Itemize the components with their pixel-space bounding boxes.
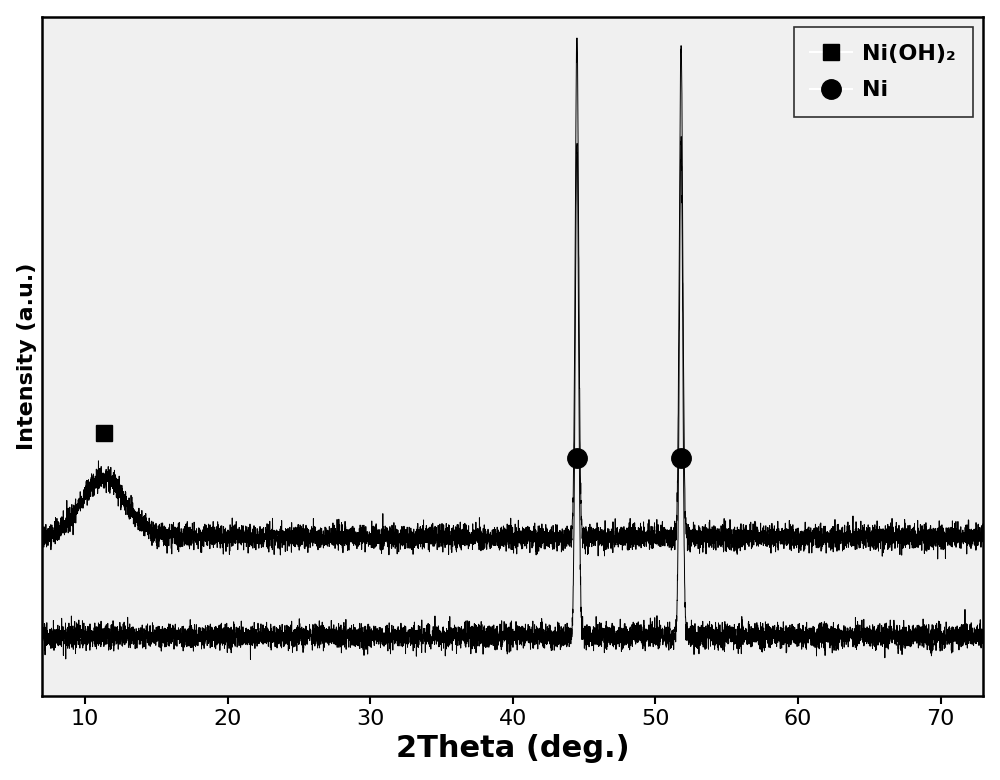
Y-axis label: Intensity (a.u.): Intensity (a.u.) (17, 262, 37, 450)
X-axis label: 2Theta (deg.): 2Theta (deg.) (396, 734, 630, 764)
Legend: Ni(OH)₂, Ni: Ni(OH)₂, Ni (794, 27, 973, 117)
